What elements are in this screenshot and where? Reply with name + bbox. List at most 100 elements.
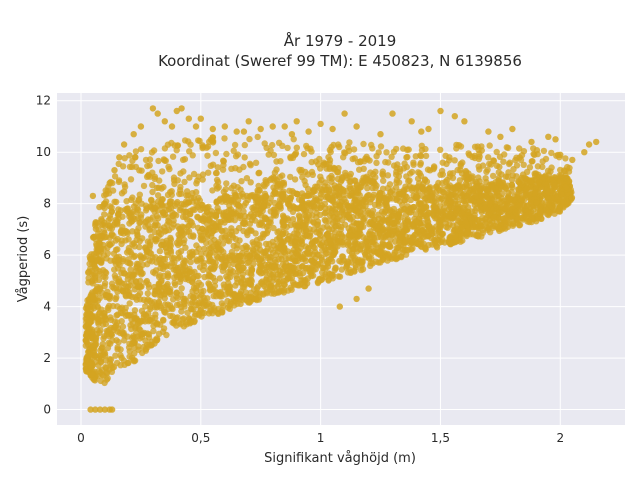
data-point	[159, 265, 167, 273]
data-point	[344, 242, 351, 249]
data-point	[129, 241, 136, 248]
data-point	[339, 253, 346, 260]
data-point	[115, 256, 123, 264]
data-point	[180, 323, 188, 330]
data-point	[348, 202, 355, 209]
data-point	[107, 316, 115, 324]
data-point	[373, 153, 380, 160]
data-point	[375, 192, 382, 200]
data-point	[183, 188, 191, 195]
data-point	[98, 289, 106, 296]
data-point	[313, 209, 320, 217]
data-point	[131, 344, 138, 351]
data-point	[147, 250, 155, 257]
data-point	[151, 205, 158, 212]
data-point	[149, 169, 156, 176]
data-point	[269, 123, 276, 130]
data-point	[196, 312, 203, 319]
data-point	[413, 186, 420, 193]
data-point	[88, 268, 95, 275]
data-point	[255, 182, 262, 190]
data-point	[475, 233, 482, 240]
data-point	[252, 230, 259, 237]
data-point	[140, 310, 147, 318]
data-point	[161, 290, 168, 298]
data-point	[159, 168, 166, 175]
data-point	[174, 294, 181, 302]
data-point	[155, 184, 162, 191]
data-point	[122, 304, 129, 312]
data-point	[527, 178, 534, 185]
data-point	[438, 167, 446, 175]
data-point	[318, 188, 326, 196]
data-point	[199, 144, 206, 152]
data-point	[460, 204, 467, 211]
data-point	[284, 236, 292, 243]
data-point	[325, 154, 332, 161]
data-point	[476, 153, 483, 160]
data-point	[513, 154, 520, 161]
data-point	[485, 128, 492, 135]
data-point	[363, 153, 370, 160]
data-point	[100, 335, 107, 342]
data-point	[156, 248, 164, 255]
data-point	[359, 258, 366, 265]
data-point	[287, 153, 294, 161]
data-point	[425, 226, 433, 233]
data-point	[458, 209, 466, 217]
data-point	[325, 217, 333, 224]
data-point	[177, 183, 184, 191]
data-point	[352, 239, 359, 247]
data-point	[83, 302, 91, 309]
data-point	[227, 300, 235, 307]
data-point	[425, 209, 433, 217]
data-point	[368, 210, 375, 217]
data-point	[232, 236, 240, 243]
data-point	[137, 269, 145, 276]
data-point	[112, 237, 120, 244]
data-point	[508, 181, 515, 188]
data-point	[230, 260, 237, 268]
data-point	[344, 269, 352, 276]
data-point	[462, 219, 469, 226]
data-point	[534, 163, 542, 170]
data-point	[304, 275, 312, 282]
chart-title-line-1: År 1979 - 2019	[284, 31, 397, 50]
data-point	[96, 406, 104, 413]
data-point	[533, 147, 541, 154]
data-point	[560, 177, 567, 185]
data-point	[182, 244, 189, 251]
data-point	[487, 221, 494, 228]
data-point	[275, 289, 282, 296]
data-point	[313, 205, 320, 212]
data-point	[356, 203, 363, 210]
data-point	[469, 153, 476, 161]
data-point	[447, 241, 454, 248]
data-point	[380, 197, 387, 204]
data-point	[183, 208, 190, 215]
data-point	[318, 254, 325, 261]
data-point	[341, 110, 348, 117]
data-point	[126, 348, 133, 355]
data-point	[301, 282, 309, 290]
x-tick-label: 1,5	[431, 431, 450, 445]
data-point	[178, 190, 185, 197]
data-point	[94, 315, 101, 323]
data-point	[246, 280, 253, 288]
data-point	[358, 223, 365, 231]
data-point	[206, 287, 214, 294]
data-point	[143, 277, 151, 285]
data-point	[472, 178, 479, 186]
data-point	[533, 199, 540, 206]
data-point	[185, 115, 192, 122]
data-point	[221, 284, 228, 291]
data-point	[133, 296, 140, 303]
data-point	[526, 191, 533, 199]
data-point	[292, 151, 299, 158]
data-point	[247, 255, 254, 262]
data-point	[396, 239, 403, 246]
data-point	[391, 255, 399, 262]
data-point	[144, 290, 151, 297]
data-point	[332, 218, 339, 225]
data-point	[309, 171, 316, 178]
